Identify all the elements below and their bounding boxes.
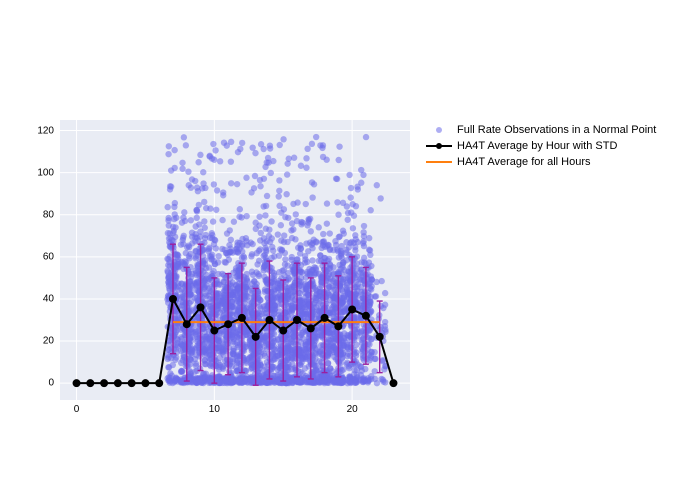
y-tick-label: 60 [43,251,54,262]
y-tick-label: 40 [43,293,54,304]
legend-label-mean: HA4T Average by Hour with STD [457,138,617,155]
legend-label-scatter: Full Rate Observations in a Normal Point [457,122,656,139]
x-tick-label: 0 [74,404,80,415]
legend-marker-scatter [425,123,453,137]
figure: 0 10 20 0 20 40 60 80 100 120 Full Rate Observati… [0,0,700,500]
y-tick-label: 0 [48,378,54,389]
x-tick-label: 10 [209,404,220,415]
legend-label-overall: HA4T Average for all Hours [457,154,591,171]
legend: Full Rate Observations in a Normal Point… [425,122,656,170]
plot-axes [60,120,410,400]
legend-marker-overall [425,155,453,169]
y-tick-label: 120 [37,125,54,136]
plot-svg [60,120,410,400]
y-tick-label: 20 [43,336,54,347]
legend-item-mean: HA4T Average by Hour with STD [425,138,656,154]
y-tick-label: 80 [43,209,54,220]
y-tick-label: 100 [37,167,54,178]
legend-item-scatter: Full Rate Observations in a Normal Point [425,122,656,138]
legend-item-overall: HA4T Average for all Hours [425,154,656,170]
legend-marker-mean [425,139,453,153]
x-tick-label: 20 [347,404,358,415]
